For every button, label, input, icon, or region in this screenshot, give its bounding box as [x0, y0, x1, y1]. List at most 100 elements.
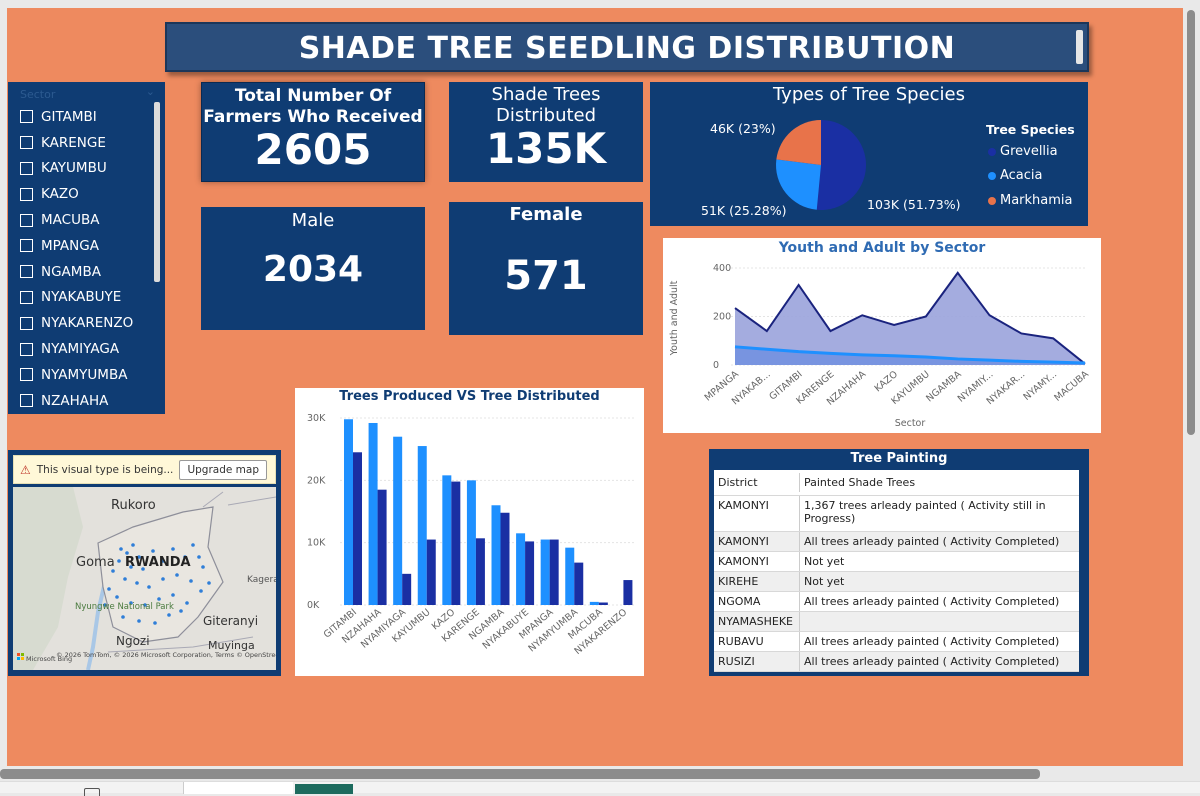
checkbox[interactable] — [20, 290, 33, 304]
legend-item-markhamia[interactable]: Markhamia — [988, 193, 1073, 208]
bar-produced[interactable] — [540, 539, 550, 605]
bar-distributed[interactable] — [475, 538, 485, 605]
bar-distributed[interactable] — [353, 452, 362, 605]
page-tab[interactable] — [183, 782, 293, 794]
pie-slice-acacia[interactable] — [776, 159, 821, 210]
map-location-point[interactable] — [121, 615, 125, 619]
slicer-item-ngamba[interactable]: NGAMBA — [20, 259, 133, 285]
map-location-point[interactable] — [137, 619, 141, 623]
map-location-point[interactable] — [161, 559, 165, 563]
table-header-cell[interactable]: District — [714, 473, 800, 492]
slicer-item-mpanga[interactable]: MPANGA — [20, 233, 133, 259]
map-location-point[interactable] — [161, 577, 165, 581]
slicer-item-kazo[interactable]: KAZO — [20, 181, 133, 207]
slicer-item-nyamyumba[interactable]: NYAMYUMBA — [20, 362, 133, 388]
map-location-point[interactable] — [171, 547, 175, 551]
map-location-point[interactable] — [157, 597, 161, 601]
map-location-point[interactable] — [175, 573, 179, 577]
checkbox[interactable] — [20, 110, 33, 124]
bar-produced[interactable] — [491, 505, 501, 605]
map-location-point[interactable] — [129, 565, 133, 569]
map-location-point[interactable] — [153, 621, 157, 625]
checkbox[interactable] — [20, 368, 33, 382]
bar-distributed[interactable] — [598, 602, 608, 605]
map-location-point[interactable] — [197, 555, 201, 559]
map-location-point[interactable] — [111, 569, 115, 573]
bar-produced[interactable] — [516, 533, 526, 605]
bar-distributed[interactable] — [525, 541, 535, 605]
slicer-item-nyamiyaga[interactable]: NYAMIYAGA — [20, 336, 133, 362]
map-location-point[interactable] — [179, 609, 183, 613]
checkbox[interactable] — [20, 187, 33, 201]
checkbox[interactable] — [20, 342, 33, 356]
area-series-1[interactable] — [735, 272, 1085, 365]
area-series-2[interactable] — [735, 346, 1085, 365]
bar-distributed[interactable] — [500, 512, 510, 605]
upgrade-map-button[interactable]: Upgrade map — [179, 460, 267, 480]
pie-slice-markhamia[interactable] — [776, 120, 821, 165]
pie-slice-grevellia[interactable] — [816, 120, 866, 210]
map-location-point[interactable] — [143, 603, 147, 607]
page-icon[interactable] — [84, 788, 100, 796]
chevron-down-icon[interactable]: ⌄ — [145, 85, 155, 98]
map-location-point[interactable] — [117, 559, 121, 563]
map-location-point[interactable] — [119, 547, 123, 551]
slicer-item-nyakarenzo[interactable]: NYAKARENZO — [20, 310, 133, 336]
map-location-point[interactable] — [125, 551, 129, 555]
horizontal-scrollbar[interactable] — [0, 769, 1040, 779]
checkbox[interactable] — [20, 136, 33, 150]
line-series-1[interactable] — [734, 271, 1086, 365]
map-location-point[interactable] — [115, 595, 119, 599]
slicer-item-gitambi[interactable]: GITAMBI — [20, 104, 133, 130]
checkbox[interactable] — [20, 265, 33, 279]
slicer-item-macuba[interactable]: MACUBA — [20, 207, 133, 233]
slicer-item-karenge[interactable]: KARENGE — [20, 130, 133, 156]
slicer-scrollbar[interactable] — [154, 102, 160, 282]
map-location-point[interactable] — [129, 601, 133, 605]
map-location-point[interactable] — [171, 593, 175, 597]
bar-distributed[interactable] — [426, 539, 436, 605]
checkbox[interactable] — [20, 239, 33, 253]
bar-produced[interactable] — [393, 436, 403, 605]
legend-item-grevellia[interactable]: Grevellia — [988, 144, 1058, 159]
map-location-point[interactable] — [183, 555, 187, 559]
bar-produced[interactable] — [442, 475, 452, 605]
slicer-item-nzahaha[interactable]: NZAHAHA — [20, 388, 133, 414]
map-location-point[interactable] — [137, 555, 141, 559]
map-location-point[interactable] — [135, 581, 139, 585]
bar-produced[interactable] — [565, 547, 575, 605]
bar-distributed[interactable] — [402, 573, 412, 605]
map-location-point[interactable] — [191, 543, 195, 547]
bar-produced[interactable] — [344, 419, 353, 605]
map-location-point[interactable] — [147, 585, 151, 589]
map-location-point[interactable] — [167, 613, 171, 617]
map-location-point[interactable] — [199, 589, 203, 593]
line-series-2[interactable] — [734, 345, 1086, 365]
checkbox[interactable] — [20, 394, 33, 408]
map-canvas[interactable]: Rukoro Goma RWANDA Kagera Nyungwe Nation… — [13, 487, 276, 670]
map-location-point[interactable] — [151, 549, 155, 553]
bar-distributed[interactable] — [549, 539, 559, 605]
map-location-point[interactable] — [131, 543, 135, 547]
bar-distributed[interactable] — [574, 562, 584, 605]
map-location-point[interactable] — [103, 603, 107, 607]
map-location-point[interactable] — [107, 587, 111, 591]
page-tab-active[interactable] — [295, 784, 353, 794]
bar-produced[interactable] — [589, 601, 599, 605]
vertical-scrollbar[interactable] — [1187, 10, 1195, 435]
bar-distributed[interactable] — [451, 481, 461, 605]
map-location-point[interactable] — [123, 577, 127, 581]
slicer-item-kayumbu[interactable]: KAYUMBU — [20, 156, 133, 182]
map-location-point[interactable] — [201, 565, 205, 569]
bar-produced[interactable] — [368, 422, 378, 605]
map-location-point[interactable] — [185, 601, 189, 605]
map-location-point[interactable] — [141, 567, 145, 571]
bar-distributed[interactable] — [623, 580, 633, 605]
legend-item-acacia[interactable]: Acacia — [988, 168, 1043, 183]
title-scrollbar[interactable] — [1076, 30, 1083, 64]
table-header-cell[interactable]: Painted Shade Trees — [804, 476, 916, 489]
map-location-point[interactable] — [207, 581, 211, 585]
bar-produced[interactable] — [466, 480, 476, 605]
checkbox[interactable] — [20, 161, 33, 175]
slicer-item-nyakabuye[interactable]: NYAKABUYE — [20, 285, 133, 311]
